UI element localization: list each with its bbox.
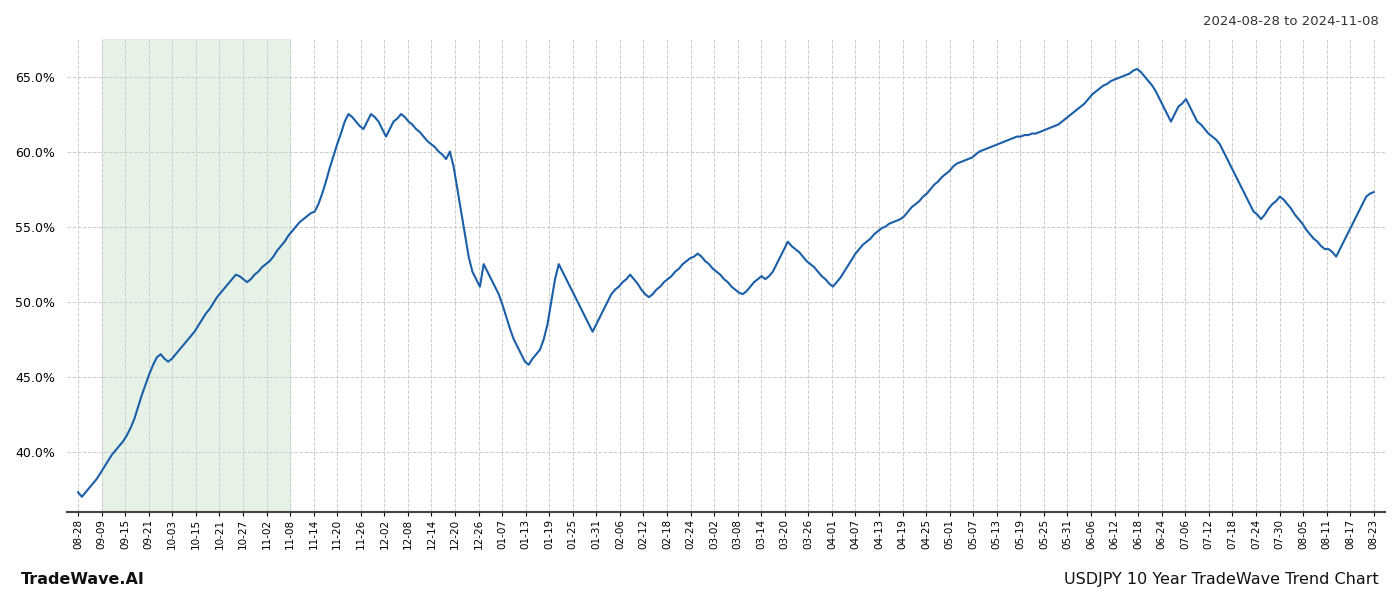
Text: USDJPY 10 Year TradeWave Trend Chart: USDJPY 10 Year TradeWave Trend Chart bbox=[1064, 572, 1379, 587]
Text: 2024-08-28 to 2024-11-08: 2024-08-28 to 2024-11-08 bbox=[1203, 15, 1379, 28]
Text: TradeWave.AI: TradeWave.AI bbox=[21, 572, 144, 587]
Bar bbox=[102, 39, 290, 512]
